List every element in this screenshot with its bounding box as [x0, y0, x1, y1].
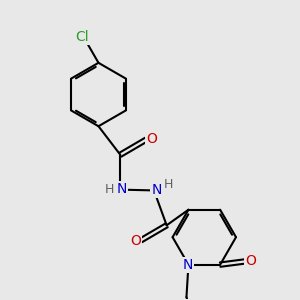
- Text: O: O: [130, 234, 141, 248]
- Text: O: O: [245, 254, 256, 268]
- Text: H: H: [164, 178, 173, 191]
- Text: N: N: [183, 258, 193, 272]
- Text: N: N: [151, 183, 161, 196]
- Text: N: N: [117, 182, 127, 196]
- Text: O: O: [146, 132, 157, 146]
- Text: Cl: Cl: [75, 30, 88, 44]
- Text: H: H: [104, 183, 114, 196]
